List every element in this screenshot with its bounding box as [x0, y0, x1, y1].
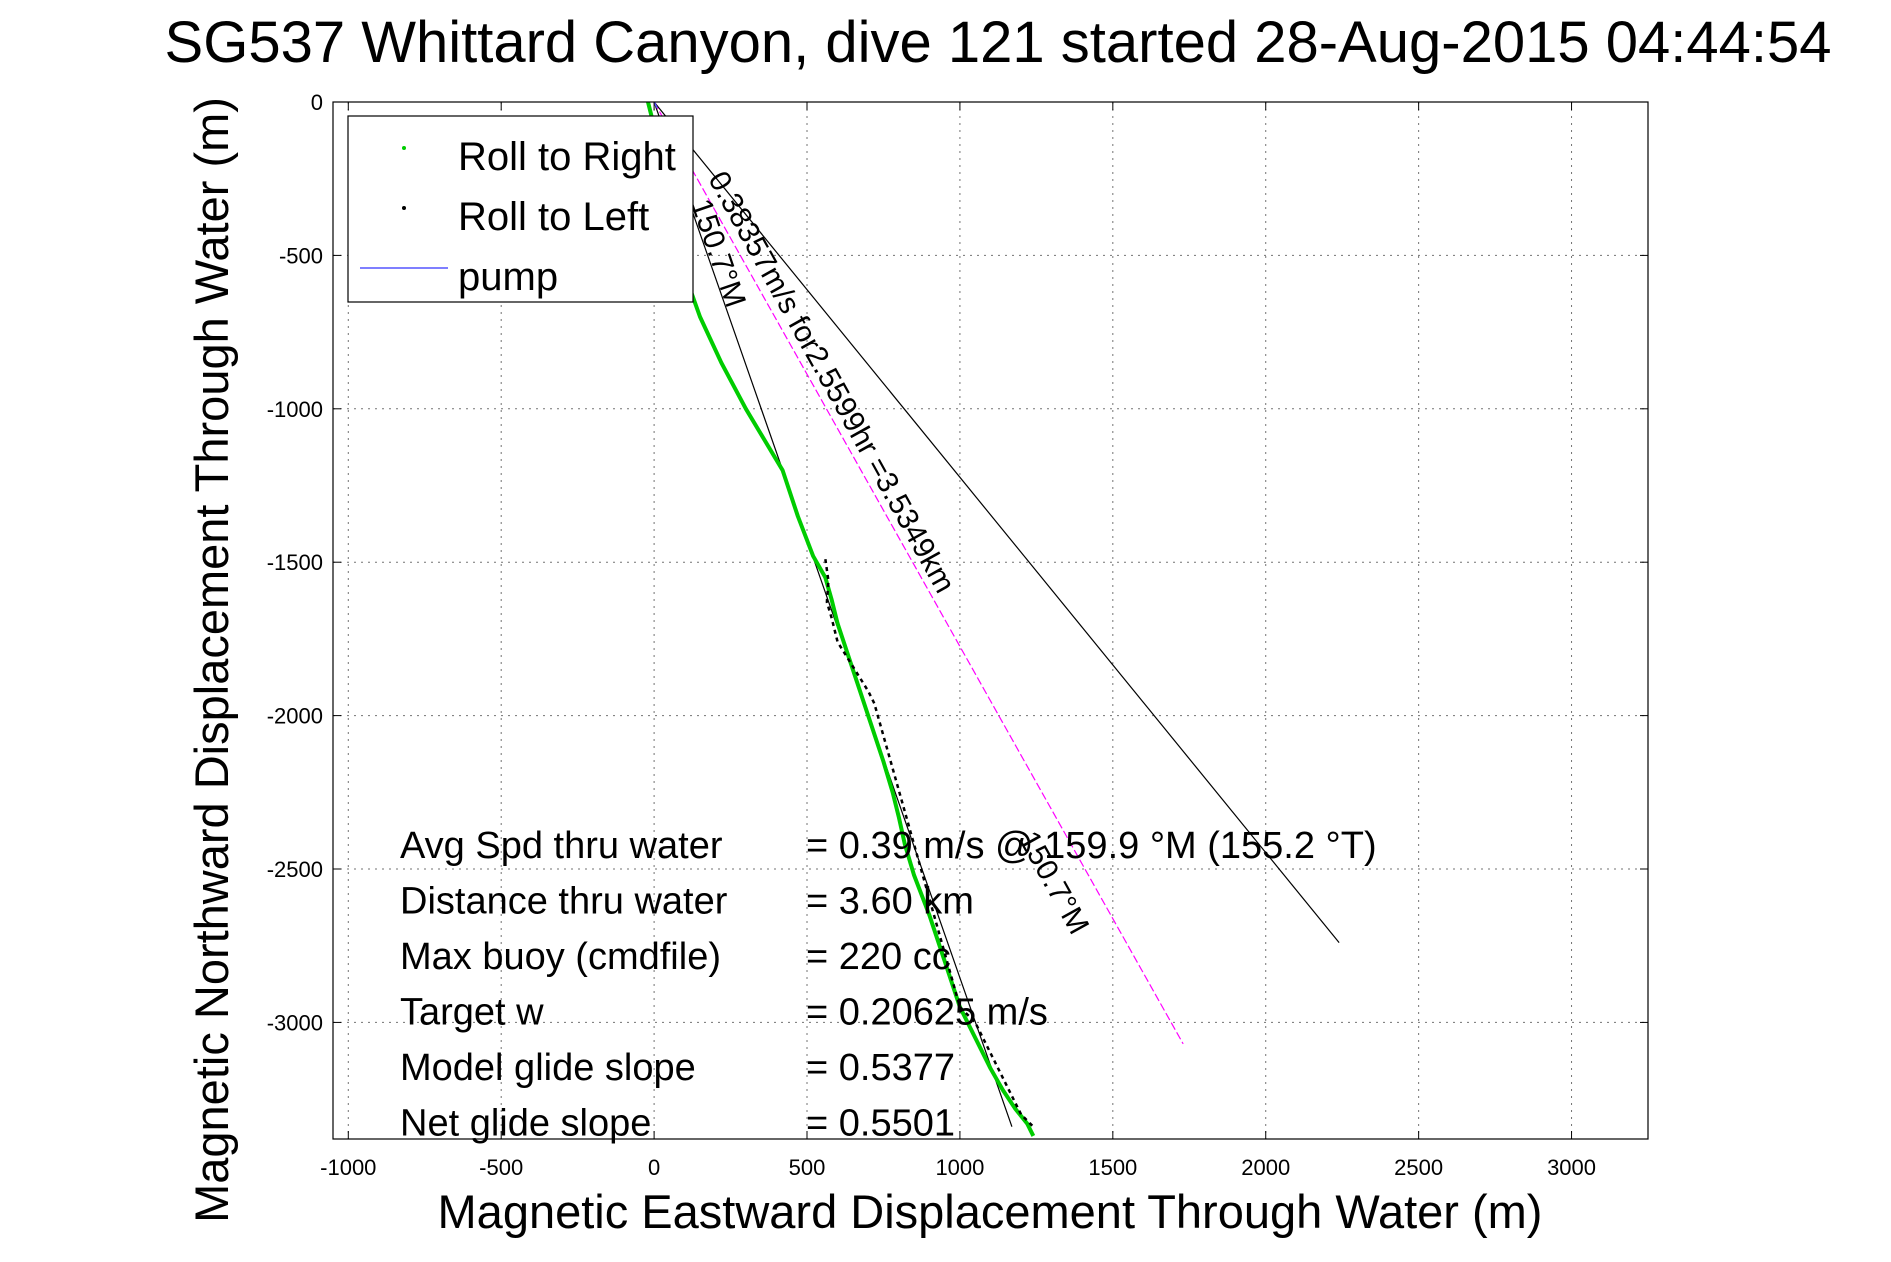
stat-value: = 0.5377 [806, 1047, 955, 1089]
stats-block: Avg Spd thru water = 0.39 m/s @ 159.9 °M … [400, 825, 1377, 1145]
y-tick-label: -1500 [267, 550, 323, 575]
legend-swatch [402, 146, 406, 150]
plot-frame [332, 101, 1649, 1140]
reference-lines [653, 101, 1340, 1127]
x-axis-label: Magnetic Eastward Displacement Through W… [438, 1185, 1543, 1238]
x-tick-label: 3000 [1547, 1155, 1596, 1180]
x-tick-label: 1000 [935, 1155, 984, 1180]
x-tick-label: 1500 [1088, 1155, 1137, 1180]
x-tick-label: 2000 [1241, 1155, 1290, 1180]
stat-label: Net glide slope [400, 1103, 651, 1145]
legend-label: pump [458, 255, 558, 299]
y-axis-label: Magnetic Northward Displacement Through … [185, 97, 238, 1223]
axis-ticks: -1000 -500 0 500 1000 1500 2000 2500 3000 0 -500 -1… [267, 90, 1648, 1180]
annotation-label: 0.38357m/s for2.5599hr =3.5349km [701, 166, 961, 598]
stat-label: Max buoy (cmdfile) [400, 936, 721, 978]
stat-value: = 220 cc [806, 936, 951, 978]
stat-label: Target w [400, 992, 544, 1034]
y-tick-label: -500 [279, 243, 323, 268]
x-tick-label: -500 [479, 1155, 523, 1180]
x-tick-label: 0 [648, 1155, 660, 1180]
y-tick-label: -1000 [267, 397, 323, 422]
stat-value: = 0.39 m/s @ 159.9 °M (155.2 °T) [806, 825, 1377, 867]
y-tick-label: -3000 [267, 1010, 323, 1035]
x-tick-label: 2500 [1394, 1155, 1443, 1180]
reference-line [653, 101, 1340, 944]
annotations: 0.38357m/s for2.5599hr =3.5349km150.7°M1… [684, 166, 1095, 940]
y-tick-label: 0 [311, 90, 323, 115]
x-tick-label: -1000 [320, 1155, 376, 1180]
reference-line [653, 101, 1013, 1127]
legend: Roll to Right Roll to Left pump [347, 115, 694, 303]
stat-label: Model glide slope [400, 1047, 696, 1089]
stat-label: Avg Spd thru water [400, 825, 723, 867]
legend-label: Roll to Right [458, 135, 676, 179]
y-tick-label: -2000 [267, 704, 323, 729]
y-tick-label: -2500 [267, 857, 323, 882]
stat-value: = 0.20625 m/s [806, 992, 1048, 1034]
legend-swatch [402, 206, 406, 210]
stat-value: = 3.60 km [806, 881, 974, 923]
data-series [646, 101, 1036, 1137]
series-pump [653, 101, 658, 109]
grid [333, 101, 1648, 1139]
series-roll-to-right [646, 101, 1036, 1137]
stat-label: Distance thru water [400, 881, 728, 923]
chart-title: SG537 Whittard Canyon, dive 121 started … [165, 10, 1832, 75]
legend-label: Roll to Left [458, 195, 649, 239]
stat-value: = 0.5501 [806, 1103, 955, 1145]
reference-line [653, 101, 1184, 1045]
x-tick-label: 500 [789, 1155, 826, 1180]
